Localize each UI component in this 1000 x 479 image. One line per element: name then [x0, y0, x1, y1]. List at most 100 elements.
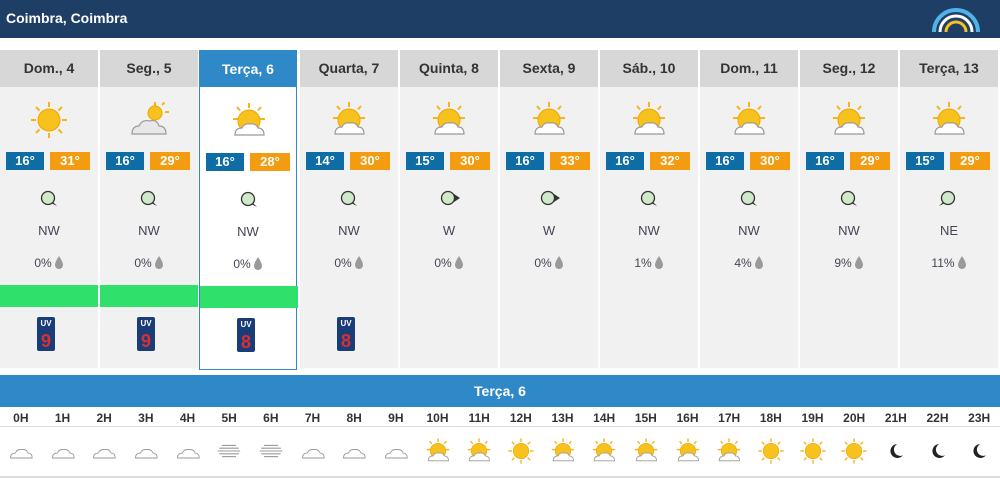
hour-cell[interactable]: 22H: [917, 407, 959, 479]
day-column[interactable]: Terça, 13 15° 29° NE 11%: [900, 50, 998, 368]
hour-label: 11H: [468, 411, 490, 425]
day-column[interactable]: Terça, 6 16° 28° NW 0% UV 8 8: [199, 50, 298, 370]
wind-ne-icon: [938, 188, 962, 208]
temperature-range: 16° 29°: [106, 152, 192, 170]
day-column[interactable]: Seg., 5 16° 29° NW 0% UV 9 9: [100, 50, 198, 368]
wind-nw-icon: [338, 188, 362, 208]
raindrop-icon: [754, 256, 764, 269]
cloud-icon: [174, 437, 202, 465]
raindrop-icon: [854, 256, 864, 269]
day-name[interactable]: Seg., 12: [800, 50, 898, 87]
hour-cell[interactable]: 9H: [375, 407, 417, 479]
sun-icon: [507, 437, 535, 465]
wind-nw-icon: [38, 188, 62, 208]
sun-partly-cloud-icon: [429, 100, 469, 140]
day-column[interactable]: Quinta, 8 15° 30° W 0%: [400, 50, 498, 368]
hourly-forecast: 0H 1H 2H 3H 4H 5H 6H: [0, 407, 1000, 479]
sun-partly-cloud-icon: [549, 437, 577, 465]
hour-cell[interactable]: 5H: [208, 407, 250, 479]
sun-partly-cloud-icon: [629, 100, 669, 140]
day-name[interactable]: Sáb., 10: [600, 50, 698, 87]
min-temp: 14°: [306, 152, 344, 170]
raindrop-icon: [354, 256, 364, 269]
rain-value: 0%: [134, 256, 152, 270]
hour-cell[interactable]: 18H: [750, 407, 792, 479]
wind-direction: NW: [138, 223, 160, 238]
hour-label: 23H: [968, 411, 991, 425]
rain-probability: 0%: [200, 257, 296, 271]
hour-cell[interactable]: 20H: [833, 407, 875, 479]
day-name[interactable]: Sexta, 9: [500, 50, 598, 87]
temperature-range: 16° 33°: [506, 152, 592, 170]
sun-partly-cloud-icon: [465, 437, 493, 465]
hour-cell[interactable]: 1H: [42, 407, 84, 479]
day-column[interactable]: Dom., 4 16° 31° NW 0% UV 9 9: [0, 50, 98, 368]
sun-partly-cloud-icon: [590, 437, 618, 465]
day-name[interactable]: Quinta, 8: [400, 50, 498, 87]
wind-w-icon: [438, 188, 462, 208]
svg-text:UV: UV: [40, 319, 52, 328]
day-name[interactable]: Dom., 11: [700, 50, 798, 87]
sun-partly-cloud-icon: [529, 100, 569, 140]
sun-partly-cloud-icon: [229, 101, 269, 141]
rain-value: 11%: [931, 256, 955, 270]
day-name[interactable]: Terça, 6: [200, 51, 296, 87]
hour-cell[interactable]: 6H: [250, 407, 292, 479]
hour-cell[interactable]: 16H: [667, 407, 709, 479]
day-name[interactable]: Quarta, 7: [300, 50, 398, 87]
day-name[interactable]: Dom., 4: [0, 50, 98, 87]
wind-direction: NE: [939, 223, 959, 238]
wind-direction: NW: [338, 223, 360, 238]
hour-label: 1H: [54, 411, 71, 425]
tempo-logo-icon[interactable]: [930, 4, 982, 34]
hour-cell[interactable]: 4H: [167, 407, 209, 479]
hour-label: 14H: [593, 411, 616, 425]
day-name[interactable]: Terça, 13: [900, 50, 998, 87]
hour-cell[interactable]: 7H: [292, 407, 334, 479]
svg-text:UV: UV: [140, 319, 152, 328]
hour-cell[interactable]: 3H: [125, 407, 167, 479]
uv-index-icon: UV 8: [337, 317, 355, 351]
raindrop-icon: [54, 256, 64, 269]
cloud-icon: [340, 437, 368, 465]
hour-label: 7H: [304, 411, 321, 425]
cloud-icon: [382, 437, 410, 465]
wind-w-icon: [538, 188, 562, 208]
svg-text:UV: UV: [340, 319, 352, 328]
hour-cell[interactable]: 12H: [500, 407, 542, 479]
max-temp: 33°: [550, 152, 590, 170]
day-column[interactable]: Sexta, 9 16° 33° W 0%: [500, 50, 598, 368]
hour-cell[interactable]: 0H: [0, 407, 42, 479]
hour-label: 4H: [179, 411, 196, 425]
rain-probability: 1%: [600, 256, 698, 270]
wind-direction: NW: [237, 224, 259, 239]
day-column[interactable]: Dom., 11 16° 30° NW 4%: [700, 50, 798, 368]
uv-index-icon: UV 9: [137, 317, 155, 351]
hour-label: 18H: [759, 411, 782, 425]
min-temp: 15°: [406, 152, 444, 170]
hour-cell[interactable]: 13H: [542, 407, 584, 479]
hour-cell[interactable]: 11H: [458, 407, 500, 479]
max-temp: 29°: [850, 152, 890, 170]
hour-cell[interactable]: 15H: [625, 407, 667, 479]
cloud-icon: [132, 437, 160, 465]
day-name[interactable]: Seg., 5: [100, 50, 198, 87]
hour-cell[interactable]: 17H: [708, 407, 750, 479]
moon-icon: [882, 437, 910, 465]
hour-cell[interactable]: 14H: [583, 407, 625, 479]
day-column[interactable]: Quarta, 7 14° 30° NW 0% UV 8 8: [300, 50, 398, 368]
min-temp: 15°: [906, 152, 944, 170]
hour-cell[interactable]: 19H: [792, 407, 834, 479]
sun-cloud-icon: [129, 100, 169, 140]
hour-cell[interactable]: 23H: [958, 407, 1000, 479]
raindrop-icon: [654, 256, 664, 269]
hour-cell[interactable]: 10H: [417, 407, 459, 479]
hour-label: 10H: [426, 411, 449, 425]
day-column[interactable]: Seg., 12 16° 29° NW 9%: [800, 50, 898, 368]
rain-value: 1%: [634, 256, 652, 270]
bottom-divider: [0, 476, 1000, 478]
hour-cell[interactable]: 8H: [333, 407, 375, 479]
hour-cell[interactable]: 2H: [83, 407, 125, 479]
hour-cell[interactable]: 21H: [875, 407, 917, 479]
day-column[interactable]: Sáb., 10 16° 32° NW 1%: [600, 50, 698, 368]
